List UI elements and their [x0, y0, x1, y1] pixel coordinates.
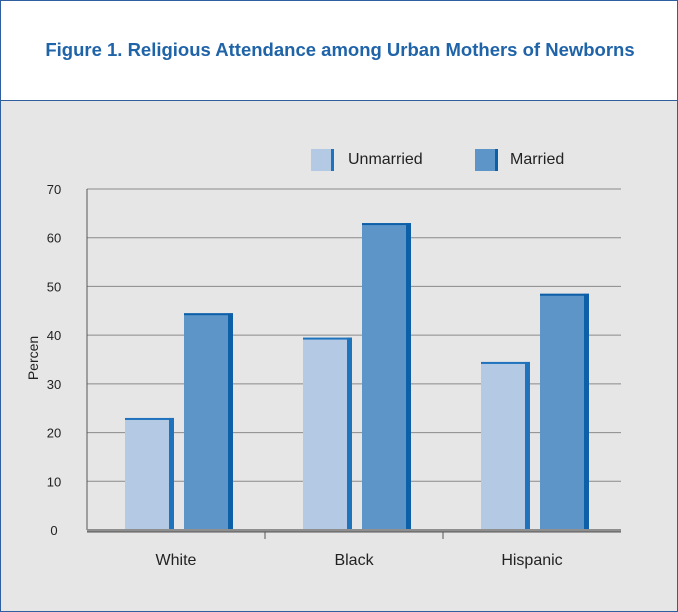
x-tick-label-hispanic: Hispanic [501, 552, 562, 569]
bar-side-unmarried-black [347, 337, 352, 530]
title-box: Figure 1. Religious Attendance among Urb… [1, 1, 677, 101]
bar-top-married-black [362, 223, 411, 226]
chart-title: Figure 1. Religious Attendance among Urb… [45, 39, 635, 60]
y-tick-label: 20 [47, 426, 61, 441]
legend-swatch-unmarried [311, 149, 331, 171]
x-tick-label-black: Black [334, 552, 374, 569]
bar-unmarried-hispanic [481, 361, 525, 530]
bar-side-married-black [406, 223, 411, 530]
legend-label-unmarried: Unmarried [348, 151, 423, 168]
y-tick-label: 0 [50, 523, 57, 538]
bar-married-hispanic [540, 293, 584, 530]
bars [125, 223, 589, 530]
bar-top-unmarried-white [125, 417, 174, 420]
bar-unmarried-white [125, 417, 169, 530]
bar-married-white [184, 313, 228, 530]
legend-swatch-side-married [495, 149, 498, 171]
y-tick-label: 10 [47, 474, 61, 489]
legend-swatch-side-unmarried [331, 149, 334, 171]
y-tick-label: 30 [47, 377, 61, 392]
y-tick-label: 70 [47, 182, 61, 197]
bar-unmarried-black [303, 337, 347, 530]
bar-married-black [362, 223, 406, 530]
bar-side-unmarried-white [169, 417, 174, 530]
bar-side-married-hispanic [584, 293, 589, 530]
legend-item-unmarried: Unmarried [311, 149, 423, 171]
y-axis-label: Percen [25, 336, 41, 380]
legend-label-married: Married [510, 151, 564, 168]
bar-side-married-white [228, 313, 233, 530]
y-tick-label: 50 [47, 279, 61, 294]
legend: Unmarried Married [311, 149, 564, 171]
bar-top-married-white [184, 313, 233, 316]
legend-item-married: Married [475, 149, 564, 171]
legend-swatch-married [475, 149, 495, 171]
x-axis-floor [87, 529, 621, 532]
bar-side-unmarried-hispanic [525, 361, 530, 530]
axes: 0 10 20 30 40 50 60 70 White Black Hispanic [47, 182, 621, 569]
x-tick-label-white: White [156, 552, 197, 569]
bar-top-unmarried-hispanic [481, 361, 530, 364]
y-tick-label: 40 [47, 328, 61, 343]
gridlines [87, 188, 621, 482]
bar-top-unmarried-black [303, 337, 352, 340]
y-tick-label: 60 [47, 231, 61, 246]
chart-svg: 0 10 20 30 40 50 60 70 White Black Hispanic Unmarr… [25, 149, 621, 569]
bar-top-married-hispanic [540, 293, 589, 296]
